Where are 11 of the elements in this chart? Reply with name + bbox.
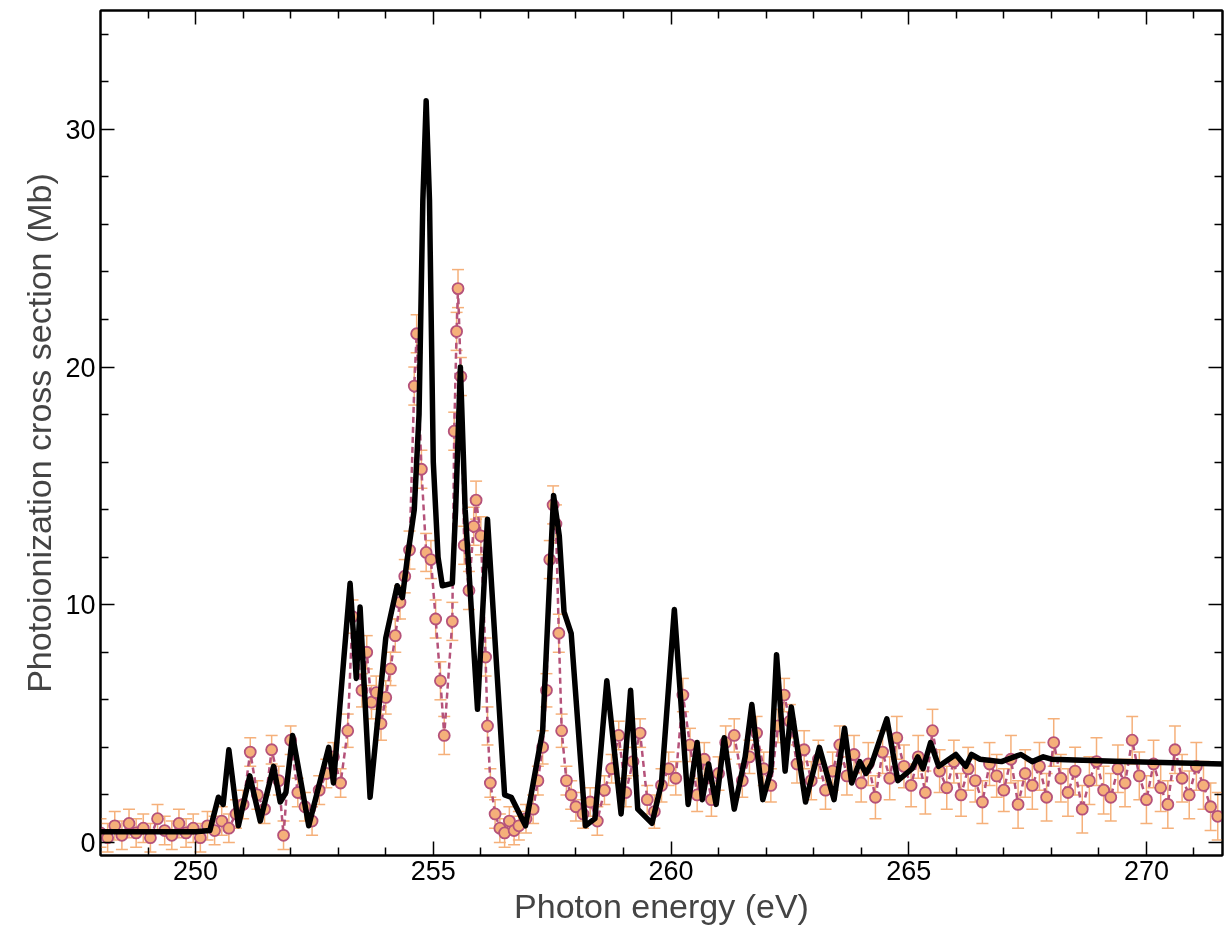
x-tick-label: 265 <box>886 855 932 886</box>
y-tick-label: 20 <box>65 352 96 383</box>
y-axis-title: Photoionization cross section (Mb) <box>20 173 59 693</box>
x-tick-label: 260 <box>648 855 694 886</box>
y-tick-label: 30 <box>65 114 96 145</box>
x-tick-label: 250 <box>173 855 219 886</box>
x-tick-label: 255 <box>410 855 456 886</box>
y-tick-label: 10 <box>65 590 96 621</box>
x-tick-label: 270 <box>1123 855 1169 886</box>
y-tick-label: 0 <box>80 827 96 858</box>
x-axis-title: Photon energy (eV) <box>514 886 809 925</box>
